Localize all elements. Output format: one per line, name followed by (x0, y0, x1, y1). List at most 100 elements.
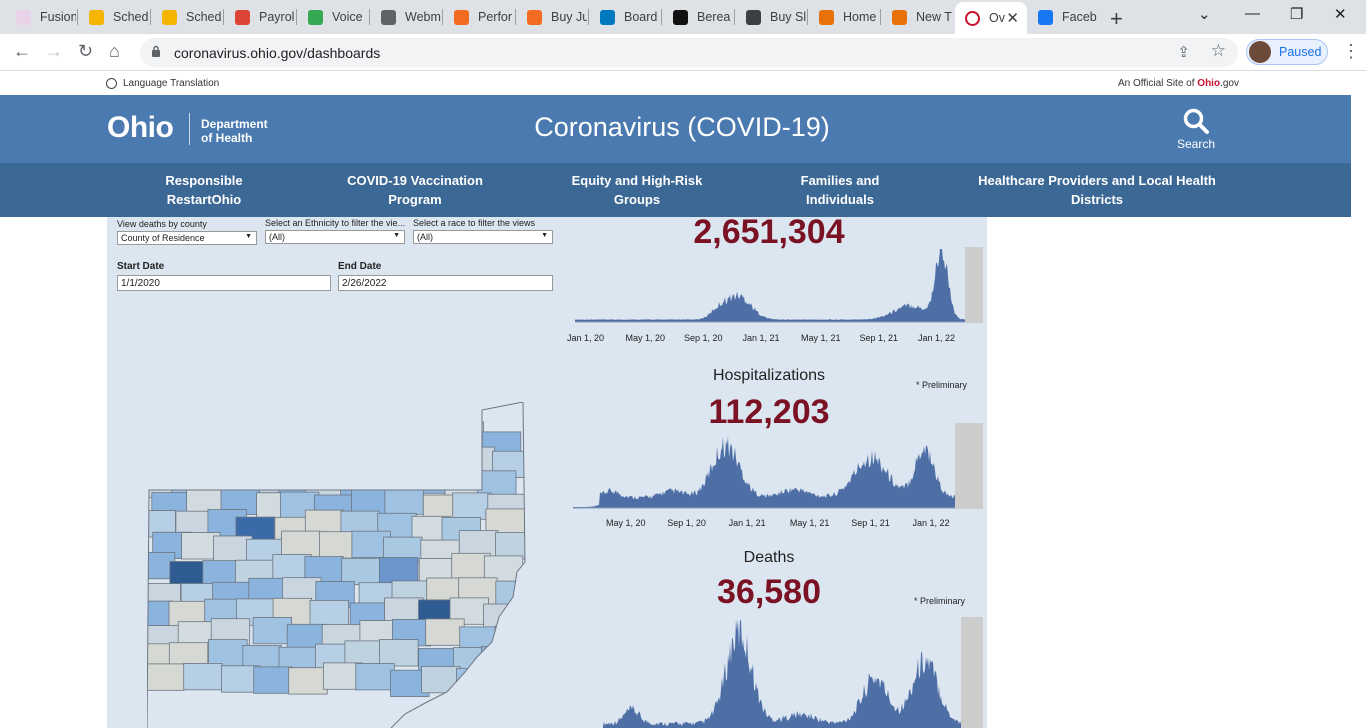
close-window-icon[interactable]: ✕ (1334, 6, 1347, 23)
browser-tab[interactable]: Buy Sl (736, 4, 806, 30)
browser-tab[interactable]: Sched (79, 4, 149, 30)
reload-icon[interactable]: ↻ (78, 41, 94, 61)
browser-tab[interactable]: Board (590, 4, 660, 30)
end-date-input[interactable]: 2/26/2022 (338, 275, 553, 291)
county-shape[interactable] (176, 429, 217, 457)
browser-tab[interactable]: Buy Ju (517, 4, 587, 30)
language-translation-link[interactable]: Language Translation (106, 78, 219, 89)
county-shape[interactable] (421, 447, 462, 476)
county-shape[interactable] (309, 599, 349, 628)
browser-tab[interactable]: New T (882, 4, 952, 30)
search-button[interactable]: Search (1172, 107, 1220, 151)
county-shape[interactable] (452, 492, 492, 520)
address-bar[interactable]: coronavirus.ohio.gov/dashboards ⇪ ☆ (140, 38, 1238, 67)
county-shape[interactable] (341, 557, 381, 586)
deaths-chart[interactable] (603, 617, 983, 728)
search-icon (1183, 108, 1209, 134)
race-select[interactable]: (All) ▼ (413, 230, 553, 244)
minimize-icon[interactable]: — (1245, 5, 1260, 22)
county-shape[interactable] (151, 450, 191, 478)
department-name[interactable]: Department of Health (201, 117, 268, 145)
county-shape[interactable] (208, 639, 248, 667)
county-shape[interactable] (495, 580, 527, 608)
county-shape[interactable] (147, 600, 174, 628)
browser-tab[interactable]: Ov ✕ (955, 2, 1027, 34)
site-header: Ohio Department of Health Coronavirus (C… (0, 95, 1351, 163)
county-shape[interactable] (379, 639, 419, 667)
county-shape[interactable] (206, 429, 246, 457)
browser-tab[interactable]: Sched (152, 4, 222, 30)
browser-tab[interactable]: Voice (298, 4, 368, 30)
county-shape[interactable] (455, 446, 495, 474)
county-shape[interactable] (494, 625, 527, 653)
county-shape[interactable] (183, 452, 223, 480)
browser-menu-icon[interactable]: ⋮ (1342, 41, 1360, 61)
official-site-link[interactable]: An Official Site of Ohio.gov (1118, 78, 1239, 89)
ohio-logo[interactable]: Ohio (107, 111, 174, 144)
county-shape[interactable] (408, 422, 449, 450)
county-shape[interactable] (483, 603, 523, 631)
county-select[interactable]: County of Residence ▼ (117, 231, 257, 245)
county-shape[interactable] (281, 530, 321, 558)
county-shape[interactable] (253, 666, 293, 694)
county-shape[interactable] (147, 426, 176, 454)
start-date-input[interactable]: 1/1/2020 (117, 275, 331, 291)
close-tab-icon[interactable]: ✕ (1006, 10, 1019, 27)
county-shape[interactable] (379, 429, 419, 457)
page-title: Coronavirus (COVID-19) (534, 112, 830, 142)
nav-vaccination-program[interactable]: COVID-19 Vaccination Program (330, 171, 500, 209)
county-shape[interactable] (378, 557, 419, 585)
nav-responsible-restart[interactable]: Responsible RestartOhio (140, 171, 268, 209)
nav-families-individuals[interactable]: Families and Individuals (780, 171, 900, 209)
county-shape[interactable] (385, 445, 425, 473)
county-shape[interactable] (384, 487, 424, 515)
county-shape[interactable] (458, 530, 499, 558)
county-shape[interactable] (455, 667, 496, 696)
browser-tab[interactable]: Payrol (225, 4, 295, 30)
county-shape[interactable] (218, 445, 258, 473)
county-shape[interactable] (276, 422, 317, 450)
county-shape[interactable] (425, 618, 465, 646)
county-shape[interactable] (311, 428, 352, 457)
new-tab-button[interactable]: + (1110, 6, 1123, 31)
county-shape[interactable] (355, 663, 395, 691)
share-icon[interactable]: ⇪ (1177, 44, 1190, 61)
county-shape[interactable] (444, 421, 485, 449)
restore-icon[interactable]: ❐ (1290, 6, 1304, 23)
county-shape[interactable] (488, 660, 527, 688)
county-shape[interactable] (252, 616, 292, 645)
browser-tab[interactable]: Webm (371, 4, 441, 30)
tab-search-icon[interactable]: ⌄ (1198, 6, 1211, 23)
browser-tab[interactable]: Berea (663, 4, 733, 30)
browser-tab[interactable]: Perfor (444, 4, 514, 30)
county-shape[interactable] (147, 663, 185, 691)
back-icon[interactable]: ← (13, 41, 31, 61)
home-icon[interactable]: ⌂ (109, 41, 120, 61)
county-shape[interactable] (480, 646, 521, 674)
browser-tab[interactable]: Home (809, 4, 879, 30)
county-shape[interactable] (409, 466, 449, 494)
forward-icon[interactable]: → (45, 41, 63, 61)
nav-healthcare-providers[interactable]: Healthcare Providers and Local Health Dis… (972, 171, 1222, 209)
county-shape[interactable] (325, 449, 365, 477)
cases-chart[interactable] (575, 247, 983, 327)
ethnicity-select[interactable]: (All) ▼ (265, 230, 405, 244)
browser-tab[interactable]: Fusion (6, 4, 76, 30)
browser-tab[interactable]: Faceb (1028, 4, 1098, 30)
county-shape[interactable] (351, 488, 391, 516)
county-shape[interactable] (421, 665, 461, 694)
county-shape[interactable] (240, 466, 280, 494)
nav-equity-groups[interactable]: Equity and High-Risk Groups (555, 171, 719, 209)
county-shape[interactable] (243, 424, 283, 452)
county-shape[interactable] (495, 532, 528, 560)
county-shape[interactable] (288, 445, 328, 473)
county-shape[interactable] (183, 662, 223, 691)
hospitalizations-chart[interactable] (573, 423, 983, 509)
ohio-county-map[interactable] (147, 402, 527, 728)
bookmark-star-icon[interactable]: ☆ (1210, 41, 1226, 60)
profile-button[interactable]: Paused (1246, 39, 1328, 65)
county-shape[interactable] (347, 429, 387, 458)
county-shape[interactable] (288, 667, 328, 695)
county-shape[interactable] (251, 445, 292, 473)
county-shape[interactable] (359, 451, 400, 479)
